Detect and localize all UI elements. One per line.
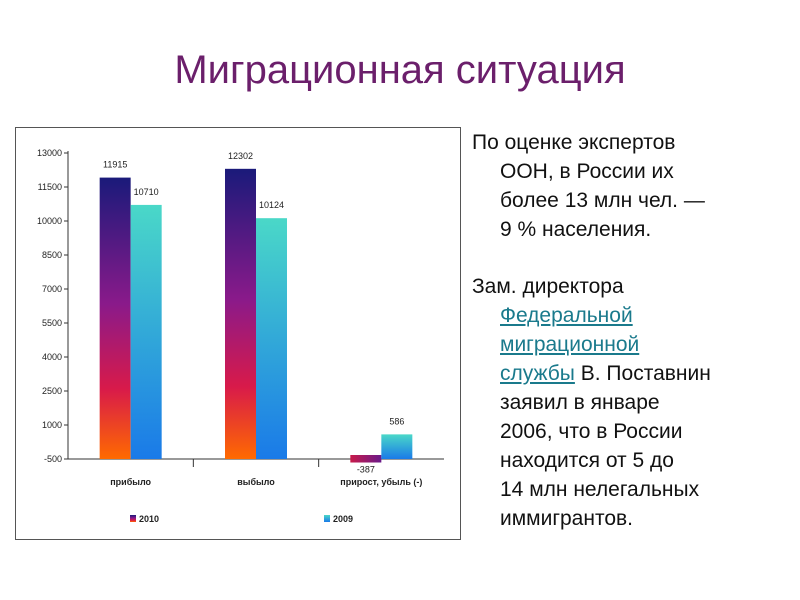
legend-label: 2009 [333, 514, 353, 524]
data-label: 11915 [103, 160, 127, 170]
data-label: 586 [389, 416, 404, 426]
p2-line: иммигрантов. [500, 507, 634, 530]
chart-frame: 13000 11500 10000 8500 7000 5500 4000 2500 1000 -… [15, 127, 461, 540]
migration-bar-chart: 13000 11500 10000 8500 7000 5500 4000 2500 1000 -… [37, 148, 444, 524]
p2-line: 2006, что в России [500, 420, 683, 443]
p1-line: 9 % населения. [500, 218, 652, 241]
y-tick-label: 13000 [37, 148, 62, 158]
y-tick-label: 11500 [38, 182, 62, 192]
y-tick-label: 10000 [37, 216, 62, 226]
y-tick-label: 5500 [42, 318, 62, 328]
y-tick-label: 2500 [42, 386, 62, 396]
data-label: -387 [357, 465, 375, 475]
category-label: прибыло [110, 477, 151, 487]
bar-2009-0 [130, 204, 162, 459]
legend-swatch [324, 515, 330, 522]
slide-title: Миграционная ситуация [174, 48, 626, 92]
y-tick-label: 8500 [42, 250, 62, 260]
p2-line: заявил в январе [500, 391, 660, 414]
y-tick-label: -500 [44, 454, 62, 464]
p2-line: Зам. директора [472, 275, 624, 298]
p2-line: В. Поставнин [574, 362, 711, 385]
p1-line: ООН, в России их [500, 160, 674, 183]
bar-2010-0 [99, 177, 131, 460]
fms-link[interactable]: миграционной [500, 333, 640, 356]
p2-line: находится от 5 до [500, 449, 674, 472]
p2-line: 14 млн нелегальных [500, 478, 700, 501]
bar-2009-1 [256, 218, 287, 459]
paragraph-experts: По оценке экспертов ООН, в России их бол… [472, 128, 787, 244]
bar-2009-2 [381, 434, 413, 459]
p1-line: более 13 млн чел. — [500, 189, 705, 212]
bar-2010-1 [225, 168, 256, 459]
data-label: 10710 [134, 187, 159, 197]
data-label: 12302 [228, 151, 253, 161]
y-tick-label: 7000 [42, 284, 62, 294]
data-label: 10124 [259, 200, 284, 210]
p1-line: По оценке экспертов [472, 131, 676, 154]
category-label: выбыло [237, 477, 275, 487]
y-tick-label: 4000 [42, 352, 62, 362]
fms-link[interactable]: Федеральной [500, 304, 633, 327]
legend-swatch [130, 515, 136, 522]
bar-2010-2 [350, 455, 382, 463]
description-text: По оценке экспертов ООН, в России их бол… [472, 128, 787, 533]
y-tick-label: 1000 [42, 420, 62, 430]
legend-label: 2010 [139, 514, 159, 524]
category-label: прирост, убыль (-) [340, 477, 422, 487]
fms-link[interactable]: службы [500, 362, 575, 385]
paragraph-deputy-director: Зам. директора Федеральной миграционной … [472, 272, 787, 533]
